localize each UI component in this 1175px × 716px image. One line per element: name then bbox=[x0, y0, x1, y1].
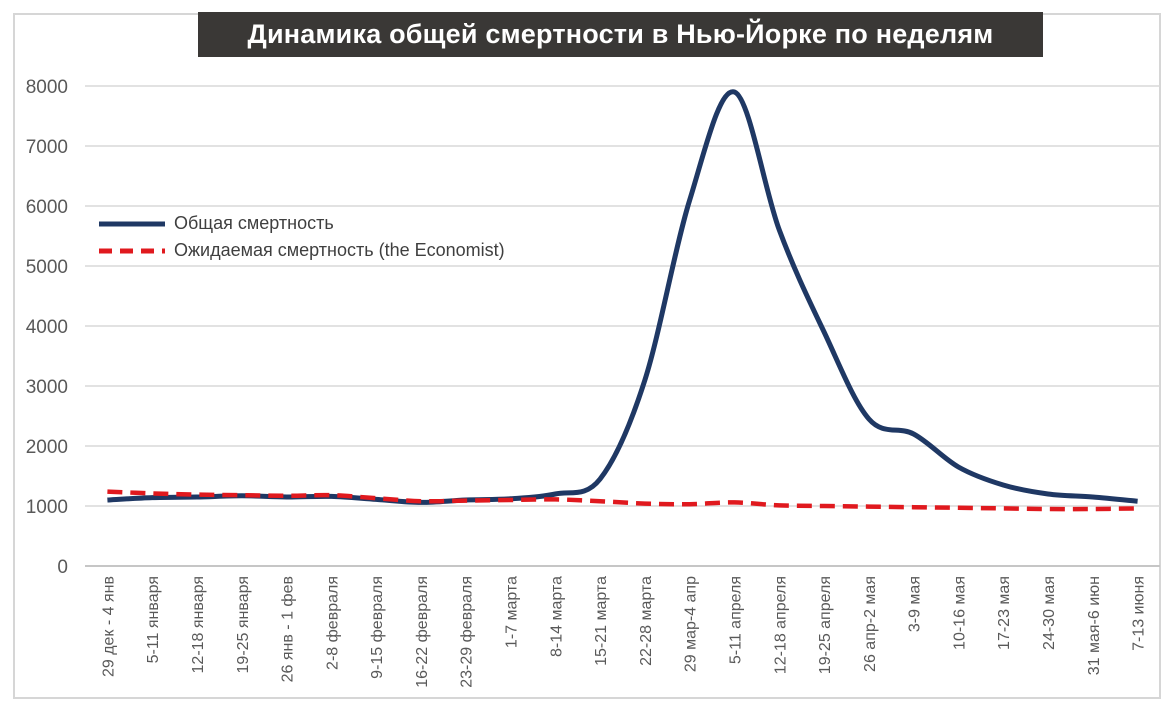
y-tick-label: 0 bbox=[57, 557, 68, 578]
x-tick-label: 8-14 марта bbox=[548, 576, 565, 657]
x-tick-label: 24-30 мая bbox=[1041, 576, 1058, 650]
x-tick-label: 5-11 января bbox=[145, 576, 162, 663]
x-tick-label: 29 мар-4 апр bbox=[683, 576, 700, 672]
x-tick-label: 29 дек - 4 янв bbox=[100, 576, 117, 677]
x-tick-label: 12-18 января bbox=[190, 576, 207, 673]
x-axis-labels: 29 дек - 4 янв 5-11 января 12-18 января 19-… bbox=[100, 576, 1147, 688]
legend: Общая смертность Ожидаемая смертность (t… bbox=[98, 210, 505, 264]
legend-label-total-mortality: Общая смертность bbox=[174, 213, 334, 233]
legend-item-expected-mortality: Ожидаемая смертность (the Economist) bbox=[98, 237, 505, 264]
x-tick-label: 19-25 января bbox=[235, 576, 252, 673]
x-tick-label: 19-25 апреля bbox=[817, 576, 834, 674]
legend-item-total-mortality: Общая смертность bbox=[98, 210, 505, 237]
x-tick-label: 3-9 мая bbox=[907, 576, 924, 632]
x-tick-label: 1-7 марта bbox=[504, 576, 521, 648]
y-tick-label: 8000 bbox=[26, 77, 68, 98]
chart-title: Динамика общей смертности в Нью-Йорке по… bbox=[198, 12, 1043, 57]
x-tick-label: 12-18 апреля bbox=[772, 576, 789, 674]
x-tick-label: 31 мая-6 июн bbox=[1086, 576, 1103, 675]
x-tick-label: 26 апр-2 мая bbox=[862, 576, 879, 672]
x-tick-label: 2-8 февраля bbox=[324, 576, 341, 670]
gridlines bbox=[85, 85, 1160, 507]
solid-line-icon bbox=[99, 221, 165, 226]
y-tick-label: 4000 bbox=[26, 317, 68, 338]
y-tick-label: 7000 bbox=[26, 137, 68, 158]
y-axis-labels: 0 1000 2000 3000 4000 5000 6000 7000 8000 bbox=[26, 77, 68, 578]
y-tick-label: 3000 bbox=[26, 377, 68, 398]
data-series bbox=[107, 89, 1138, 512]
series-line-total bbox=[107, 89, 1138, 505]
x-tick-label: 9-15 февраля bbox=[369, 576, 386, 679]
x-tick-label: 15-21 марта bbox=[593, 576, 610, 666]
y-tick-label: 2000 bbox=[26, 437, 68, 458]
legend-label-expected-mortality: Ожидаемая смертность (the Economist) bbox=[174, 240, 505, 260]
y-tick-label: 6000 bbox=[26, 197, 68, 218]
x-tick-label: 16-22 февраля bbox=[414, 576, 431, 688]
x-tick-label: 26 янв - 1 фев bbox=[280, 576, 297, 682]
y-tick-label: 5000 bbox=[26, 257, 68, 278]
series-line-expected bbox=[107, 489, 1138, 512]
y-tick-label: 1000 bbox=[26, 497, 68, 518]
x-tick-label: 7-13 июня bbox=[1131, 576, 1148, 651]
x-tick-label: 22-28 марта bbox=[638, 576, 655, 666]
x-tick-label: 5-11 апреля bbox=[727, 576, 744, 664]
x-tick-label: 10-16 мая bbox=[951, 576, 968, 650]
x-tick-label: 23-29 февраля bbox=[459, 576, 476, 688]
x-tick-label: 17-23 мая bbox=[996, 576, 1013, 650]
dashed-line-icon bbox=[99, 248, 165, 253]
